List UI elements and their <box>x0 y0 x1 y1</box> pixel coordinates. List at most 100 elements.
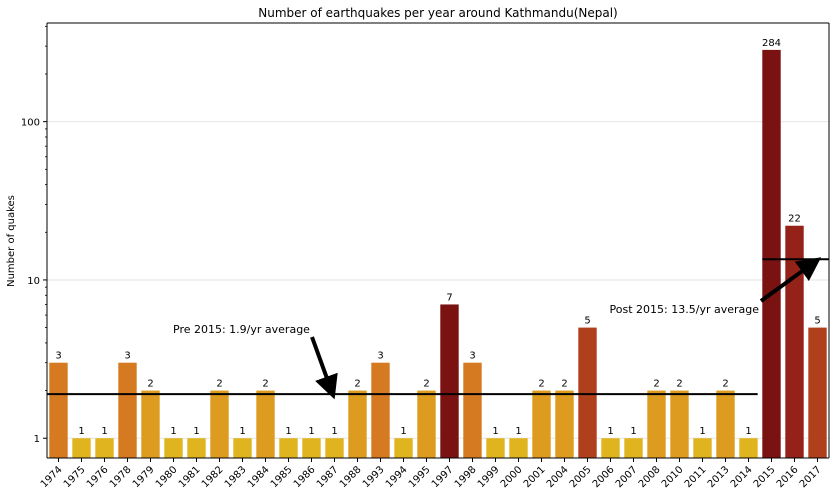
x-tick-label-1998: 1998 <box>453 464 479 490</box>
bar-1982 <box>210 390 229 458</box>
x-tick-label-1987: 1987 <box>315 464 341 490</box>
bar-2001 <box>532 390 551 458</box>
bar-2008 <box>647 390 666 458</box>
x-tick-label-2008: 2008 <box>637 464 663 490</box>
data-label-1994: 1 <box>400 426 406 437</box>
x-tick-label-1976: 1976 <box>85 464 111 490</box>
data-label-2014: 1 <box>745 426 751 437</box>
data-label-2004: 2 <box>561 379 567 390</box>
bar-2006 <box>601 438 620 458</box>
bar-1985 <box>279 438 298 458</box>
y-axis-label: Number of quakes <box>6 195 17 287</box>
data-label-1975: 1 <box>78 426 84 437</box>
data-label-2010: 2 <box>676 379 682 390</box>
bar-1983 <box>233 438 252 458</box>
x-tick-label-2000: 2000 <box>499 464 525 490</box>
data-label-1974: 3 <box>55 351 61 362</box>
data-label-2016: 22 <box>788 214 801 225</box>
x-tick-label-2014: 2014 <box>729 464 755 490</box>
bar-2015 <box>762 49 781 459</box>
bar-1999 <box>486 438 505 458</box>
data-label-2005: 5 <box>584 316 590 327</box>
y-tick-label: 10 <box>27 276 40 287</box>
x-tick-label-1997: 1997 <box>430 464 456 490</box>
data-label-2008: 2 <box>653 379 659 390</box>
data-label-1998: 3 <box>469 351 475 362</box>
bar-1988 <box>348 390 367 458</box>
x-tick-label-2011: 2011 <box>683 464 709 490</box>
x-tick-label-1993: 1993 <box>361 464 387 490</box>
bar-1981 <box>187 438 206 458</box>
bar-1979 <box>141 390 160 458</box>
data-label-1995: 2 <box>423 379 429 390</box>
x-tick-label-2004: 2004 <box>545 464 571 490</box>
data-label-1983: 1 <box>239 426 245 437</box>
bar-1976 <box>95 438 114 458</box>
bar-1986 <box>302 438 321 458</box>
x-tick-label-1974: 1974 <box>39 464 65 490</box>
x-tick-label-1995: 1995 <box>407 464 433 490</box>
data-label-1982: 2 <box>216 379 222 390</box>
x-tick-label-1988: 1988 <box>338 464 364 490</box>
x-tick-label-2007: 2007 <box>614 464 640 490</box>
bar-2010 <box>670 390 689 458</box>
data-label-1988: 2 <box>354 379 360 390</box>
data-label-2006: 1 <box>607 426 613 437</box>
bar-2007 <box>624 438 643 458</box>
x-tick-label-1978: 1978 <box>108 464 134 490</box>
x-tick-label-2001: 2001 <box>522 464 548 490</box>
bar-1997 <box>440 304 459 458</box>
data-label-1987: 1 <box>331 426 337 437</box>
bar-1974 <box>49 362 68 458</box>
data-label-1981: 1 <box>193 426 199 437</box>
bar-2013 <box>716 390 735 458</box>
data-label-2007: 1 <box>630 426 636 437</box>
annotation-post-2015: Post 2015: 13.5/yr average <box>610 303 760 316</box>
data-label-1979: 2 <box>147 379 153 390</box>
x-tick-label-2013: 2013 <box>706 464 732 490</box>
data-label-1986: 1 <box>308 426 314 437</box>
annotation-pre-2015: Pre 2015: 1.9/yr average <box>173 323 310 336</box>
bar-1994 <box>394 438 413 458</box>
x-tick-label-2005: 2005 <box>568 464 594 490</box>
x-tick-label-1999: 1999 <box>476 464 502 490</box>
bar-1978 <box>118 362 137 458</box>
bar-2011 <box>693 438 712 458</box>
bar-2016 <box>785 225 804 458</box>
data-label-1993: 3 <box>377 351 383 362</box>
bar-1975 <box>72 438 91 458</box>
data-label-1978: 3 <box>124 351 130 362</box>
x-tick-label-1983: 1983 <box>223 464 249 490</box>
x-tick-label-2010: 2010 <box>660 464 686 490</box>
x-tick-label-2017: 2017 <box>798 464 824 490</box>
data-label-2017: 5 <box>814 316 820 327</box>
data-label-1999: 1 <box>492 426 498 437</box>
data-label-1976: 1 <box>101 426 107 437</box>
annotations: Pre 2015: 1.9/yr average Post 2015: 13.5/… <box>173 257 822 400</box>
bar-2005 <box>578 327 597 458</box>
bar-1998 <box>463 362 482 458</box>
arrow-pre-2015 <box>310 336 338 400</box>
x-tick-label-1982: 1982 <box>200 464 226 490</box>
data-label-1980: 1 <box>170 426 176 437</box>
bar-1980 <box>164 438 183 458</box>
data-label-2015: 284 <box>762 38 781 49</box>
bars <box>49 49 827 459</box>
bar-2000 <box>509 438 528 458</box>
bar-2004 <box>555 390 574 458</box>
data-label-1985: 1 <box>285 426 291 437</box>
bar-1987 <box>325 438 344 458</box>
x-tick-label-1985: 1985 <box>269 464 295 490</box>
x-tick-label-1980: 1980 <box>154 464 180 490</box>
gridlines <box>47 121 829 439</box>
bar-1993 <box>371 362 390 458</box>
x-tick-label-1984: 1984 <box>246 464 272 490</box>
x-tick-label-2006: 2006 <box>591 464 617 490</box>
x-tick-label-1979: 1979 <box>131 464 157 490</box>
x-tick-label-1975: 1975 <box>62 464 88 490</box>
x-tick-label-1986: 1986 <box>292 464 318 490</box>
bar-1984 <box>256 390 275 458</box>
bar-2014 <box>739 438 758 458</box>
chart-title: Number of earthquakes per year around Ka… <box>258 6 618 20</box>
